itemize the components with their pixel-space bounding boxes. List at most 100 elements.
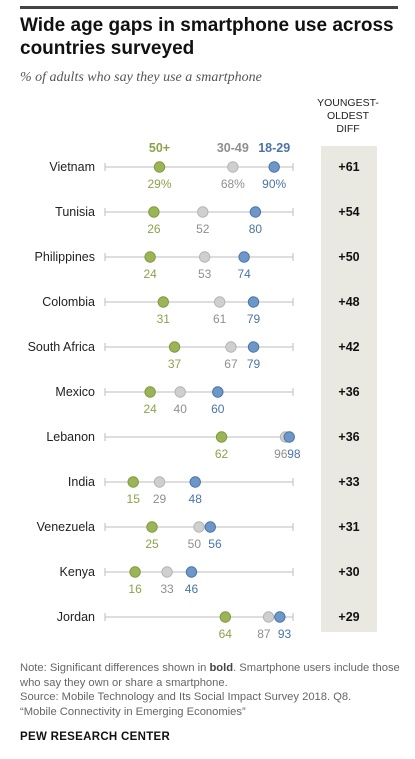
dot-middle [262,611,275,623]
dot-middle [197,206,209,218]
dot-middle [227,161,239,173]
value-label-youngest: 93 [278,627,292,641]
legend-oldest: 50+ [149,141,170,155]
dot-youngest [247,341,260,353]
legend-youngest: 18-29 [258,141,290,155]
value-label-oldest: 25 [145,537,159,551]
diff-value: +48 [338,295,359,309]
value-label-middle: 33 [160,582,174,596]
value-label-youngest: 74 [237,267,251,281]
dot-oldest [146,521,158,533]
diff-value: +54 [338,205,359,219]
country-label: South Africa [28,340,95,354]
value-label-youngest: 48 [189,492,203,506]
dot-middle [225,341,237,353]
dot-oldest [157,296,169,308]
dot-plot: 50+ 30-49 18-29 Vietnam 29% 68% 90% +61 Tunisia 2… [28,141,360,641]
dot-youngest [274,611,286,623]
dot-oldest [148,206,160,218]
diff-value: +30 [338,565,359,579]
dot-oldest [215,431,228,443]
chart-subtitle: % of adults who say they use a smartphon… [20,70,262,85]
value-label-oldest: 31 [157,312,171,326]
value-label-middle: 29 [153,492,167,506]
country-label: Colombia [42,295,95,309]
dot-middle [198,251,211,263]
dot-oldest [144,386,156,398]
value-label-middle: 87 [257,627,271,641]
diff-header-line-1: YOUNGEST- [317,97,379,109]
value-label-youngest: 98 [287,447,301,461]
dot-oldest [168,341,181,353]
dot-middle [161,566,173,578]
diff-header-line-2: OLDEST [326,110,369,122]
chart-title: Wide age gaps in smartphone use across c… [20,15,394,59]
value-label-youngest: 79 [247,357,261,371]
dot-oldest [144,251,156,263]
note-bold: bold [209,662,234,674]
dot-youngest [238,251,250,263]
dot-middle [193,521,205,533]
diff-value: +61 [338,160,359,174]
value-label-oldest: 37 [168,357,182,371]
country-label: Kenya [60,565,95,579]
value-label-middle: 52 [196,222,210,236]
dot-youngest [247,296,260,308]
dot-youngest [249,206,262,218]
country-label: Venezuela [37,520,95,534]
value-label-oldest: 64 [219,627,233,641]
value-label-youngest: 90% [262,177,286,191]
diff-column-band [321,146,377,632]
country-label: Philippines [35,250,95,264]
country-label: Vietnam [49,160,95,174]
value-label-middle: 53 [198,267,212,281]
top-rule [20,6,398,9]
footnote: Note: Significant differences shown in b… [20,661,405,719]
dot-youngest [268,161,280,173]
source-line-1: Source: Mobile Technology and Its Social… [20,691,352,704]
value-label-youngest: 60 [211,402,225,416]
value-label-middle: 50 [188,537,202,551]
value-label-middle: 96 [274,447,288,461]
dot-oldest [129,566,141,578]
dot-middle [213,296,226,308]
diff-value: +36 [338,430,359,444]
value-label-oldest: 24 [143,402,157,416]
value-label-oldest: 29% [148,177,172,191]
dot-youngest [204,521,216,533]
value-label-middle: 68% [221,177,245,191]
diff-value: +29 [338,610,359,624]
value-label-oldest: 26 [147,222,161,236]
dot-middle [174,386,186,398]
diff-value: +50 [338,250,359,264]
country-label: Mexico [55,385,95,399]
value-label-middle: 61 [213,312,227,326]
dot-middle [153,476,166,488]
dot-youngest [212,386,224,398]
pew-logo-text: PEW RESEARCH CENTER [20,731,171,743]
value-label-oldest: 62 [215,447,229,461]
dot-oldest [127,476,139,488]
diff-header-line-3: DIFF [336,123,360,135]
value-label-youngest: 79 [247,312,261,326]
value-label-youngest: 46 [185,582,199,596]
value-label-oldest: 24 [143,267,157,281]
value-label-middle: 40 [174,402,188,416]
value-label-oldest: 16 [128,582,142,596]
diff-value: +36 [338,385,359,399]
source-line-2: “Mobile Connectivity in Emerging Economi… [20,705,246,718]
country-label: Lebanon [46,430,95,444]
value-label-oldest: 15 [127,492,141,506]
dot-youngest [189,476,201,488]
dot-oldest [219,611,232,623]
dot-youngest [185,566,198,578]
diff-value: +42 [338,340,359,354]
diff-value: +33 [338,475,359,489]
note-rest: . Smartphone users include those who say… [20,662,400,689]
diff-column-header: YOUNGEST- OLDEST DIFF [313,97,383,136]
dot-youngest [283,431,295,443]
value-label-middle: 67 [224,357,238,371]
country-label: Tunisia [55,205,95,219]
legend-middle: 30-49 [217,141,249,155]
value-label-youngest: 80 [249,222,263,236]
